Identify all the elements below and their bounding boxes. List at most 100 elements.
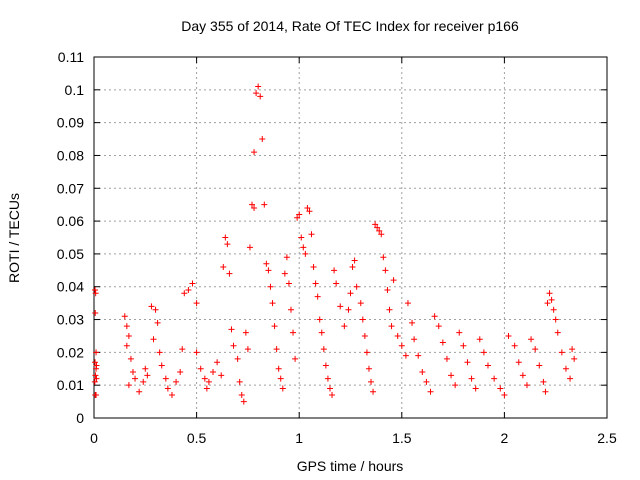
data-point [554,329,561,336]
data-point [571,355,578,362]
data-point [300,244,307,251]
data-point [255,83,262,90]
data-point [439,339,446,346]
data-point [298,234,305,241]
y-axis-title: ROTI / TECUs [6,193,22,283]
data-point [382,267,389,274]
data-point [376,227,383,234]
data-point [548,296,555,303]
data-point [179,346,186,353]
data-point [222,234,229,241]
data-point [394,332,401,339]
data-point [201,375,208,382]
data-point [312,280,319,287]
data-point [423,378,430,385]
data-point [363,349,370,356]
data-point [263,260,270,267]
data-point [281,270,288,277]
data-point [505,332,512,339]
y-tick-label: 0.01 [57,377,84,393]
grid-lines [94,57,607,418]
data-point [253,90,260,97]
data-point [230,342,237,349]
data-point [320,346,327,353]
data-point [259,136,266,143]
data-point [267,283,274,290]
x-axis-title: GPS time / hours [297,458,404,474]
data-point [349,264,356,271]
data-point [302,250,309,257]
data-point [224,241,231,248]
data-point [279,385,286,392]
data-point [484,362,491,369]
data-point [472,385,479,392]
y-tick-label: 0.03 [57,312,84,328]
data-point [294,214,301,221]
data-point [304,204,311,211]
data-point [246,244,253,251]
data-point [181,290,188,297]
data-point [144,372,151,379]
data-point [443,355,450,362]
y-tick-label: 0.06 [57,213,84,229]
data-point [257,93,264,100]
data-point [316,316,323,323]
data-point [345,306,352,313]
data-point [370,388,377,395]
data-point [189,280,196,287]
y-tick-label: 0.07 [57,180,84,196]
data-point [92,287,99,294]
data-point [142,365,149,372]
data-point [125,382,132,389]
data-point [536,362,543,369]
data-point [435,323,442,330]
data-point [314,293,321,300]
data-point [519,372,526,379]
data-point [497,385,504,392]
y-tick-label: 0.08 [57,147,84,163]
y-tick-label: 0 [76,410,84,426]
data-point [404,300,411,307]
data-point [193,349,200,356]
data-point [92,359,99,366]
chart-title: Day 355 of 2014, Rate Of TEC Index for r… [181,18,519,34]
data-point [542,388,549,395]
data-point [290,329,297,336]
data-point [544,300,551,307]
data-point [567,375,574,382]
data-point [249,201,256,208]
y-tick-label: 0.05 [57,246,84,262]
data-point [306,208,313,215]
data-point [318,329,325,336]
data-point [326,385,333,392]
data-point [374,224,381,231]
data-point [93,362,100,369]
data-point [532,346,539,353]
data-point [92,290,99,297]
data-point [275,365,282,372]
data-point [205,378,212,385]
data-point [411,336,418,343]
data-point [351,257,358,264]
data-point [197,365,204,372]
data-point [380,254,387,261]
data-point [468,375,475,382]
data-point [273,346,280,353]
data-point [552,316,559,323]
y-tick-label: 0.04 [57,279,84,295]
data-point [296,211,303,218]
data-point [329,392,336,399]
data-point [331,267,338,274]
y-tick-label: 0.02 [57,344,84,360]
data-point [123,323,130,330]
x-tick-label: 1 [295,430,303,446]
data-point [93,392,100,399]
data-point [419,369,426,376]
data-point [353,283,360,290]
data-point [93,349,100,356]
x-tick-label: 0 [90,430,98,446]
data-point [292,355,299,362]
data-point [283,254,290,261]
data-point [523,382,530,389]
